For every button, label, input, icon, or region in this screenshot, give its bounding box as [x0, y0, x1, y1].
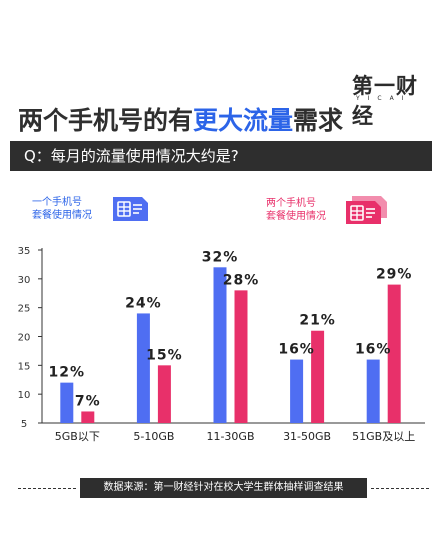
- legend-single-sim: 一个手机号 套餐使用情况: [32, 195, 150, 223]
- bar-pink: [387, 284, 401, 423]
- bar-blue: [136, 313, 150, 423]
- y-tick-label: 10: [18, 390, 31, 401]
- bar-pink: [157, 365, 171, 423]
- bar-chart: 5 10 15 20 25 30 35 12% 7% 5GB以下 24% 15% 5-10GB 32% 2…: [18, 246, 425, 443]
- y-tick-label: 25: [18, 304, 31, 315]
- title-suffix: 需求: [293, 106, 344, 135]
- data-label-pink: 28%: [223, 272, 260, 288]
- data-label-pink: 15%: [146, 347, 183, 363]
- legend-single-sim-text: 一个手机号 套餐使用情况: [32, 196, 92, 222]
- bar-pink: [81, 411, 95, 423]
- divider-left: [18, 488, 76, 489]
- x-category-label: 51GB及以上: [352, 430, 415, 443]
- data-label-pink: 7%: [75, 393, 101, 409]
- x-category-label: 5-10GB: [133, 430, 174, 443]
- y-tick-label: 20: [18, 333, 31, 344]
- page-title: 两个手机号的有更大流量需求: [18, 101, 343, 137]
- bar-blue: [213, 267, 227, 423]
- legend-single-sim-line1: 一个手机号: [32, 197, 82, 208]
- source-row: 数据来源：第一财经针对在校大学生群体抽样调查结果: [18, 478, 429, 498]
- question-bar: Q：每月的流量使用情况大约是?: [10, 141, 432, 171]
- divider-right: [371, 488, 429, 489]
- bar-blue: [366, 359, 380, 423]
- chart-axes: 5 10 15 20 25 30 35: [18, 246, 425, 430]
- legend-double-sim-text: 两个手机号 套餐使用情况: [266, 197, 326, 223]
- data-label-blue: 32%: [202, 249, 239, 265]
- y-tick-label: 35: [18, 246, 31, 257]
- title-highlight: 更大流量: [193, 106, 294, 135]
- legend-double-sim: 两个手机号 套餐使用情况: [266, 195, 388, 225]
- y-tick-label: 15: [18, 361, 31, 372]
- bar-pink: [311, 330, 325, 423]
- y-tick-label: 5: [21, 419, 27, 430]
- x-category-label: 31-50GB: [283, 430, 331, 443]
- data-label-pink: 21%: [299, 313, 336, 329]
- chart-bars: [60, 267, 401, 423]
- logo-main-text: 第一财经: [352, 74, 418, 128]
- legend-double-sim-line1: 两个手机号: [266, 198, 316, 209]
- x-category-label: 11-30GB: [206, 430, 254, 443]
- data-label-blue: 24%: [125, 295, 162, 311]
- yicai-logo: 第一财经 YICAI: [352, 70, 434, 128]
- title-prefix: 两个手机号的有: [18, 106, 194, 135]
- bar-blue: [290, 359, 304, 423]
- double-sim-card-icon: [346, 196, 387, 224]
- bar-blue: [60, 382, 74, 423]
- x-category-label: 5GB以下: [55, 430, 100, 443]
- legend-double-sim-line2: 套餐使用情况: [266, 211, 326, 222]
- source-note: 数据来源：第一财经针对在校大学生群体抽样调查结果: [80, 478, 367, 498]
- sim-card-icon: [113, 197, 148, 221]
- logo-sub-text: YICAI: [356, 95, 412, 102]
- bar-pink: [234, 290, 248, 423]
- y-tick-label: 30: [18, 275, 31, 286]
- data-label-blue: 16%: [355, 342, 392, 358]
- data-label-pink: 29%: [376, 267, 413, 283]
- chart-labels: 12% 7% 5GB以下 24% 15% 5-10GB 32% 28% 11-30GB 16% 21…: [49, 249, 416, 443]
- data-label-blue: 12%: [49, 365, 86, 381]
- data-label-blue: 16%: [278, 342, 315, 358]
- legend-single-sim-line2: 套餐使用情况: [32, 210, 92, 221]
